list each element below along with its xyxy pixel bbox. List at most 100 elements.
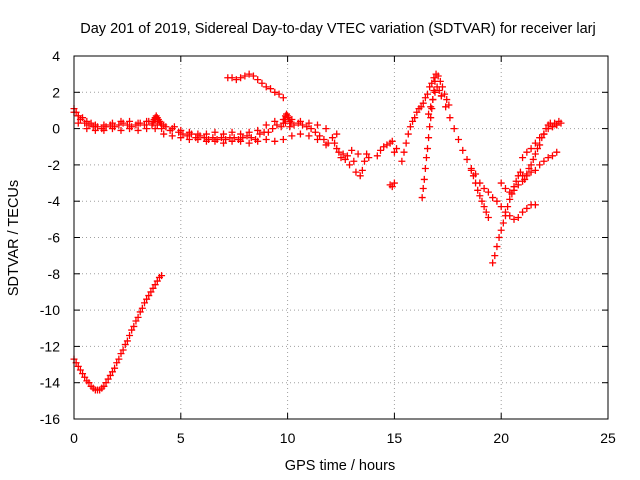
data-point [136,308,144,316]
data-point [433,83,441,91]
data-point [211,137,219,145]
data-point [316,132,324,140]
data-point [489,194,497,202]
data-point [536,161,544,169]
data-point [320,135,328,143]
data-point [431,77,439,85]
data-point [425,134,433,142]
data-point [149,284,157,292]
data-point [531,150,539,158]
data-point [446,114,454,122]
data-point [296,130,304,138]
series-arc-spike-3.8 [148,112,166,129]
data-point [553,121,561,129]
data-point [422,154,430,162]
data-point [104,375,112,383]
data-point [501,184,509,192]
data-point [421,94,429,102]
grid [74,56,608,419]
data-point [303,123,311,131]
data-point [425,110,433,118]
data-point [388,183,396,191]
data-point [305,132,313,140]
data-point [132,317,140,325]
data-point [504,203,512,211]
y-axis-label: SDTVAR / TECUs [6,180,22,296]
data-point [476,192,484,200]
data-point [523,172,531,180]
data-point [254,76,262,84]
data-point [271,117,279,125]
data-point [501,212,509,220]
data-point [279,135,287,143]
data-point [271,137,279,145]
data-point [254,137,262,145]
y-tick-label: -4 [48,193,61,209]
data-point [217,134,225,142]
data-point [482,208,490,216]
data-point [531,139,539,147]
data-point [123,337,131,345]
data-point [100,382,108,390]
data-point [390,179,398,187]
y-tick-label: -6 [48,230,61,246]
data-point [177,134,185,142]
data-point [81,373,89,381]
data-point [314,121,322,129]
data-point [337,154,345,162]
y-tick-label: 2 [52,84,60,100]
data-point [431,88,439,96]
data-point [249,72,257,80]
data-point [523,148,531,156]
data-point [147,288,155,296]
data-point [91,126,99,134]
series-arc-rise-20 [489,117,565,267]
data-point [168,132,176,140]
data-point [245,139,253,147]
data-point [322,125,330,133]
series-arc-bump-9.9 [279,110,295,127]
data-point [516,168,524,176]
data-point [140,121,148,129]
x-tick-label: 25 [600,430,616,446]
data-point [463,155,471,163]
data-point [523,204,531,212]
data-point [143,295,151,303]
data-point [346,161,354,169]
data-point [220,139,228,147]
data-point [194,135,202,143]
data-point [153,277,161,285]
data-point [126,125,134,133]
data-point [418,194,426,202]
data-point [185,128,193,136]
data-point [264,128,272,136]
data-point [126,332,134,340]
data-point [185,135,193,143]
y-tick-label: -16 [40,411,60,427]
data-point [519,154,527,162]
data-point [426,123,434,131]
y-tick-label: -10 [40,302,60,318]
data-point [420,175,428,183]
data-point [160,130,168,138]
data-point [512,177,520,185]
series-arc-descent-19 [467,166,492,222]
data-point [553,148,561,156]
data-point [429,96,437,104]
data-point [354,150,362,158]
series-arc-main [70,105,341,147]
data-point [119,346,127,354]
series-arc-low-20 [497,148,561,196]
data-point [377,146,385,154]
data-point [115,355,123,363]
data-point [130,322,138,330]
data-point [121,341,129,349]
x-tick-label: 10 [280,430,296,446]
data-point [245,70,253,78]
data-point [134,119,142,127]
data-point [285,114,293,122]
data-point [510,186,518,194]
data-point [531,201,539,209]
x-tick-label: 5 [177,430,185,446]
